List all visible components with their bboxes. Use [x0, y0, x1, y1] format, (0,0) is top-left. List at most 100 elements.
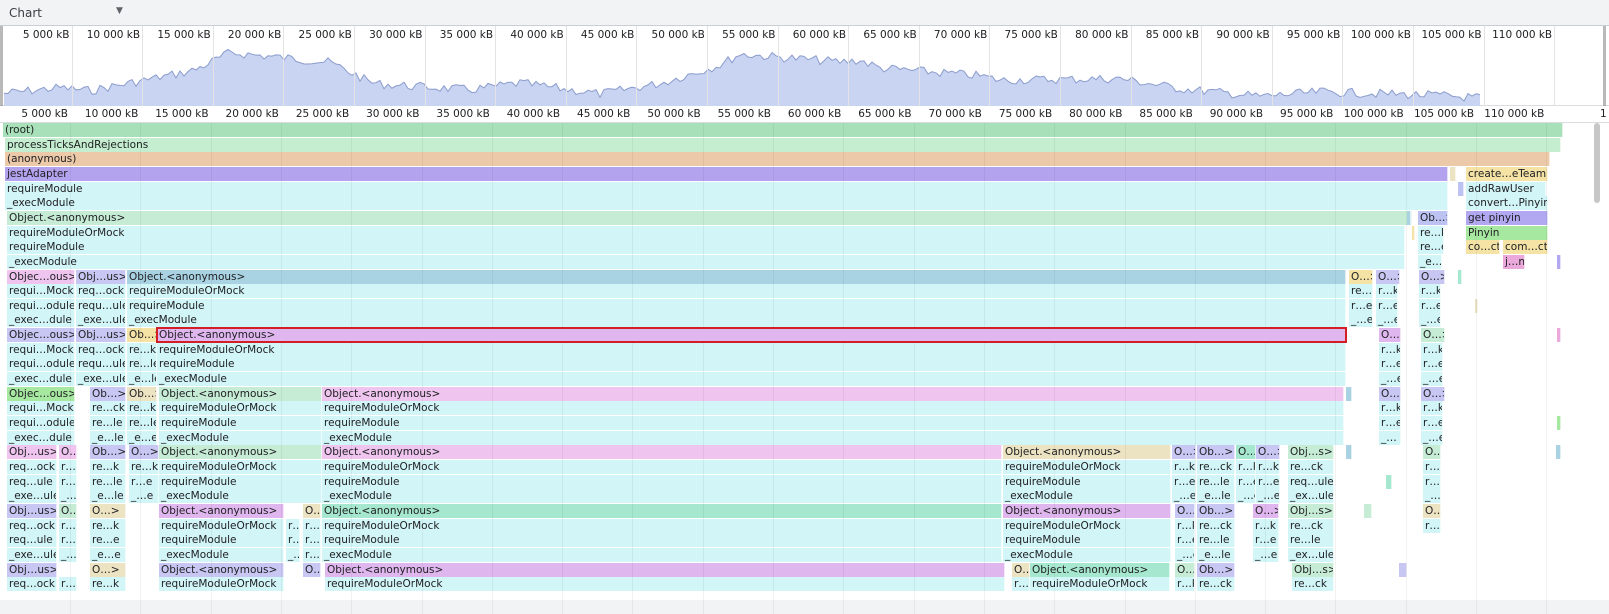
flame-bar[interactable]: r… — [303, 533, 321, 548]
flame-bar[interactable]: _execModule — [159, 547, 284, 562]
flame-bar[interactable]: _…e — [1349, 313, 1373, 328]
flame-bar[interactable]: O…> — [1421, 386, 1445, 401]
flame-bar[interactable]: _…e — [1421, 430, 1443, 445]
flame-bar[interactable]: Ob…> — [1197, 562, 1235, 577]
flame-bar[interactable]: _execModule — [157, 372, 1346, 387]
flame-bar-sliver[interactable] — [1346, 386, 1352, 401]
flame-bar[interactable]: _…e — [1379, 372, 1401, 387]
flame-bar[interactable]: req…ock — [7, 518, 57, 533]
flame-bar[interactable]: Obj…s> — [1292, 562, 1334, 577]
flame-bar[interactable]: r… — [286, 533, 300, 548]
flame-bar[interactable]: _exe…ule — [76, 372, 126, 387]
flame-bar[interactable]: _execModule — [159, 430, 322, 445]
flame-bar[interactable]: O… — [1175, 562, 1195, 577]
flame-bar[interactable]: requireModuleOrMock — [159, 518, 284, 533]
flame-bar-selected[interactable]: Object.<anonymous> — [156, 327, 1347, 344]
flame-bar[interactable]: Obj…us> — [7, 503, 57, 518]
overview-window-end-handle[interactable] — [1603, 26, 1606, 106]
flame-bar-sliver[interactable] — [1475, 298, 1478, 313]
flame-bar[interactable]: _…e — [1175, 547, 1195, 562]
flame-bar-sliver[interactable] — [1386, 474, 1392, 489]
flame-bar[interactable]: _…e — [1419, 313, 1441, 328]
flame-bar[interactable]: re…k — [90, 577, 126, 592]
flame-bar[interactable]: r…k — [1256, 459, 1280, 474]
flame-bar[interactable]: _e…e — [90, 547, 126, 562]
flame-bar[interactable]: Object.<anonymous> — [159, 445, 322, 460]
flame-bar[interactable]: _exe…ule — [7, 489, 57, 504]
flame-bar[interactable]: _execModule — [159, 489, 322, 504]
flame-bar[interactable]: re…le — [127, 357, 157, 372]
flame-bar[interactable]: Ob…> — [90, 386, 126, 401]
flame-bar[interactable]: r…k — [1376, 284, 1398, 299]
flame-bar[interactable]: Obj…us> — [76, 269, 126, 284]
flame-bar[interactable]: r…e — [129, 474, 159, 489]
flame-bar[interactable]: Ob…> — [1418, 210, 1448, 225]
flame-bar[interactable]: _execModule — [322, 489, 1002, 504]
view-mode-select[interactable]: Chart ▼ — [2, 2, 128, 23]
flame-bar[interactable]: r…k — [1175, 577, 1195, 592]
flame-bar[interactable]: re…k — [90, 518, 126, 533]
flame-bar-sliver[interactable] — [1364, 503, 1372, 518]
overview-window-start-handle[interactable] — [0, 26, 3, 106]
flame-bar[interactable]: req…ock — [76, 342, 126, 357]
flame-bar[interactable]: re…k — [127, 401, 157, 416]
flame-bar[interactable]: re…e — [1418, 240, 1444, 255]
flame-bar[interactable]: _e…e — [127, 430, 157, 445]
flame-bar[interactable]: r… — [59, 459, 77, 474]
flame-bar[interactable]: _ex…ule — [1288, 547, 1334, 562]
memory-overview[interactable]: 5 000 kB 10 000 kB 15 000 kB 20 000 kB 25 00… — [0, 26, 1609, 106]
flame-bar[interactable]: Object.<anonymous> — [322, 445, 1002, 460]
flame-bar[interactable]: r…e — [1175, 533, 1195, 548]
flame-bar[interactable]: Pinyin — [1466, 225, 1548, 240]
flame-bar[interactable]: requireModule — [322, 474, 1002, 489]
flame-bar[interactable]: requireModule — [127, 298, 1346, 313]
flame-chart-scrollbar[interactable] — [1594, 123, 1600, 203]
flame-bar-anonymous[interactable]: (anonymous) — [5, 152, 1550, 167]
flame-bar[interactable]: r… — [59, 518, 77, 533]
flame-bar[interactable]: _e…e — [1418, 254, 1442, 269]
flame-bar[interactable]: O…> — [1376, 269, 1400, 284]
flame-bar[interactable]: r…e — [1423, 474, 1441, 489]
flame-bar[interactable]: re…e — [90, 533, 126, 548]
flame-bar-sliver[interactable] — [1412, 225, 1415, 240]
flame-bar[interactable]: _…e — [1253, 547, 1279, 562]
flame-bar[interactable]: _execModule — [7, 254, 1405, 269]
flame-bar[interactable]: requireModuleOrMock — [325, 577, 1005, 592]
flame-bar[interactable]: O…> — [1256, 445, 1280, 460]
flame-bar[interactable]: requireModuleOrMock — [159, 401, 322, 416]
flame-bar[interactable]: O… — [303, 562, 321, 577]
flame-bar[interactable]: r…e — [1376, 298, 1398, 313]
flame-bar[interactable]: re…k — [90, 459, 126, 474]
flame-bar[interactable]: _…e — [129, 489, 159, 504]
flame-bar[interactable]: requi…Mock — [7, 342, 75, 357]
flame-bar[interactable]: r…k — [1423, 459, 1441, 474]
flame-bar[interactable]: O…> — [1172, 445, 1196, 460]
flame-bar[interactable]: Objec…ous> — [7, 328, 75, 343]
flame-bar[interactable]: Object.<anonymous> — [159, 562, 284, 577]
flame-bar[interactable]: re…k — [129, 459, 159, 474]
flame-bar[interactable]: re…k — [127, 342, 157, 357]
flame-bar[interactable]: O…> — [1253, 503, 1279, 518]
flame-bar[interactable]: addRawUser — [1466, 181, 1546, 196]
flame-bar-sliver[interactable] — [1450, 166, 1456, 181]
flame-bar[interactable]: req…ule — [1288, 474, 1334, 489]
flame-bar[interactable]: r… — [1012, 577, 1030, 592]
flame-bar[interactable]: requireModule — [322, 533, 1002, 548]
flame-bar[interactable]: r…k — [1419, 284, 1441, 299]
flame-bar[interactable]: _… — [59, 547, 77, 562]
flame-bar[interactable]: re…k — [1349, 284, 1373, 299]
flame-bar[interactable]: r…k — [1172, 459, 1196, 474]
flame-bar[interactable]: _e…le — [90, 430, 126, 445]
flame-bar[interactable]: _… — [1379, 430, 1401, 445]
flame-bar[interactable]: requireModule — [159, 474, 322, 489]
flame-bar[interactable]: Object.<anonymous> — [1003, 445, 1171, 460]
flame-bar[interactable]: requi…odule — [7, 416, 75, 430]
flame-bar[interactable]: Object.<anonymous> — [159, 503, 284, 518]
flame-bar[interactable]: r… — [59, 577, 77, 592]
flame-bar[interactable]: r…e — [1379, 357, 1401, 372]
flame-bar[interactable]: _exe…ule — [7, 547, 57, 562]
flame-bar[interactable]: _…e — [1256, 489, 1280, 504]
flame-bar[interactable]: re…le — [1197, 533, 1235, 548]
flame-bar-sliver[interactable] — [1557, 328, 1561, 343]
flame-bar[interactable]: re…le — [1197, 474, 1235, 489]
